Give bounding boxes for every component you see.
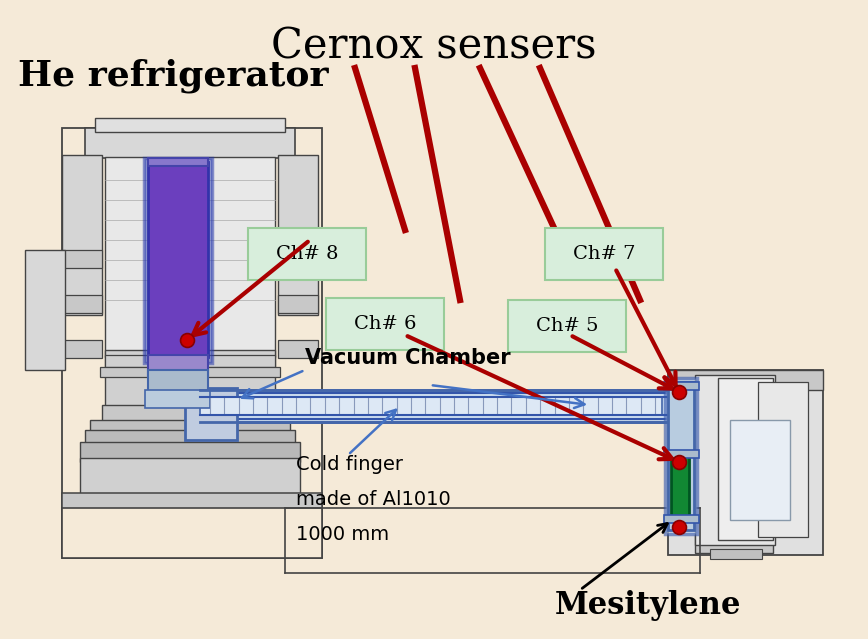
Text: Cold finger: Cold finger	[296, 455, 403, 474]
Text: made of Al1010: made of Al1010	[296, 490, 450, 509]
Bar	[25, 250, 65, 370]
Bar	[100, 367, 280, 377]
Bar	[668, 382, 694, 530]
Bar	[62, 295, 102, 313]
Bar	[718, 378, 773, 540]
Bar	[710, 549, 762, 559]
Bar	[665, 378, 697, 534]
Bar	[105, 350, 275, 410]
Bar	[664, 515, 699, 523]
Bar	[664, 382, 699, 390]
Bar	[200, 390, 668, 422]
Bar	[62, 128, 322, 558]
Bar	[668, 370, 823, 390]
Bar	[664, 450, 699, 458]
Bar	[85, 430, 295, 445]
Bar	[278, 295, 318, 313]
Bar	[508, 300, 626, 352]
Bar	[278, 250, 318, 268]
Bar	[62, 340, 102, 358]
Bar	[200, 393, 668, 419]
Bar	[148, 355, 208, 375]
Bar	[80, 458, 300, 498]
Text: Ch# 6: Ch# 6	[354, 315, 417, 333]
Bar	[85, 128, 295, 158]
Bar	[695, 535, 773, 553]
Bar	[62, 155, 102, 315]
Bar	[285, 508, 700, 573]
Bar	[758, 382, 808, 537]
Text: Ch# 8: Ch# 8	[276, 245, 339, 263]
Text: He refrigerator: He refrigerator	[18, 58, 328, 93]
Bar	[671, 455, 689, 517]
Bar	[62, 493, 322, 511]
Bar	[145, 390, 210, 408]
Bar	[278, 155, 318, 315]
Bar	[62, 508, 322, 558]
Text: Vacuum Chamber: Vacuum Chamber	[305, 348, 510, 368]
Text: Ch# 5: Ch# 5	[536, 317, 598, 335]
Text: Ch# 7: Ch# 7	[573, 245, 635, 263]
Bar	[545, 228, 663, 280]
Bar	[278, 340, 318, 358]
Bar	[248, 228, 366, 280]
Bar	[695, 375, 775, 545]
Bar	[668, 370, 823, 555]
Bar	[148, 162, 208, 357]
Bar	[80, 442, 300, 462]
Bar	[185, 388, 237, 440]
Bar	[105, 355, 275, 367]
Bar	[102, 405, 278, 425]
Bar	[144, 158, 212, 363]
Bar	[326, 298, 444, 350]
Bar	[148, 370, 208, 395]
Bar	[200, 397, 662, 415]
Bar	[148, 158, 208, 166]
Text: 1000 mm: 1000 mm	[296, 525, 389, 544]
Bar	[105, 157, 275, 357]
Bar	[62, 250, 102, 268]
Text: Cernox sensers: Cernox sensers	[272, 25, 597, 67]
Bar	[90, 420, 290, 435]
Bar	[95, 118, 285, 132]
Text: Mesitylene: Mesitylene	[555, 590, 741, 621]
Bar	[730, 420, 790, 520]
